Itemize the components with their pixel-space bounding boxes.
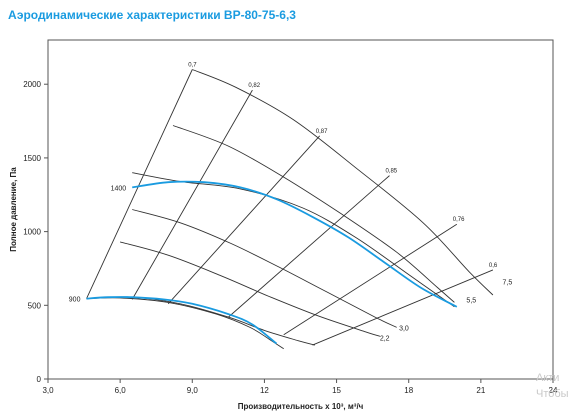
activation-watermark-2: Чтобы <box>536 388 569 400</box>
efficiency-label: 0,82 <box>248 83 260 89</box>
x-tick-label: 15 <box>332 386 341 395</box>
highlighted-curve <box>132 180 458 308</box>
efficiency-line <box>312 269 494 346</box>
y-tick-label: 2000 <box>23 80 41 89</box>
efficiency-line <box>86 69 193 299</box>
y-tick-label: 1000 <box>23 228 41 237</box>
rpm-label: 1400 <box>111 185 127 192</box>
efficiency-label: 0,7 <box>188 62 197 68</box>
rpm-label: 900 <box>69 297 81 304</box>
efficiency-label: 0,87 <box>316 129 328 135</box>
x-tick-label: 18 <box>404 386 413 395</box>
x-axis-label: Производительность х 10³, м³/ч <box>238 402 364 411</box>
highlighted-curve <box>86 296 278 345</box>
efficiency-label: 0,85 <box>385 169 397 175</box>
x-tick-label: 24 <box>549 386 558 395</box>
chart-plot-area <box>86 69 494 350</box>
chart-axes: 3,0 6,0 9,0 12 15 18 21 24 0 500 1000 1500 2000 Произ… <box>9 39 558 411</box>
efficiency-label: 0,76 <box>453 217 465 223</box>
curve-label: 3,0 <box>399 325 409 332</box>
x-tick-label: 21 <box>476 386 485 395</box>
efficiency-line <box>131 89 253 300</box>
speed-curve <box>192 69 494 296</box>
curve-label: 5,5 <box>466 297 476 304</box>
y-axis-label: Полное давление, Па <box>9 167 18 252</box>
y-tick-label: 0 <box>37 375 42 384</box>
curve-label: 7,5 <box>503 280 513 287</box>
speed-curve <box>86 296 316 346</box>
efficiency-line <box>167 135 321 305</box>
speed-curve <box>132 172 455 308</box>
activation-watermark: Акти <box>536 372 560 384</box>
efficiency-line <box>283 223 458 336</box>
x-tick-label: 12 <box>260 386 269 395</box>
efficiency-line <box>228 175 390 318</box>
y-tick-label: 500 <box>28 301 42 310</box>
chart-labels: 0,7 0,82 0,87 0,85 0,76 0,6 1400 900 7,5 5,5 3,0 2,… <box>69 62 513 342</box>
curve-label: 2,2 <box>380 336 390 343</box>
plot-frame <box>47 39 554 380</box>
speed-curve <box>172 125 455 303</box>
speed-curve <box>119 241 381 337</box>
speed-curve <box>86 297 284 350</box>
x-tick-label: 3,0 <box>42 386 54 395</box>
y-tick-label: 1500 <box>23 154 41 163</box>
x-tick-label: 6,0 <box>115 386 127 395</box>
x-tick-label: 9,0 <box>187 386 199 395</box>
chart-title: Аэродинамические характеристики ВР-80-75… <box>8 8 296 22</box>
speed-curve <box>132 209 397 328</box>
efficiency-label: 0,6 <box>489 263 498 269</box>
